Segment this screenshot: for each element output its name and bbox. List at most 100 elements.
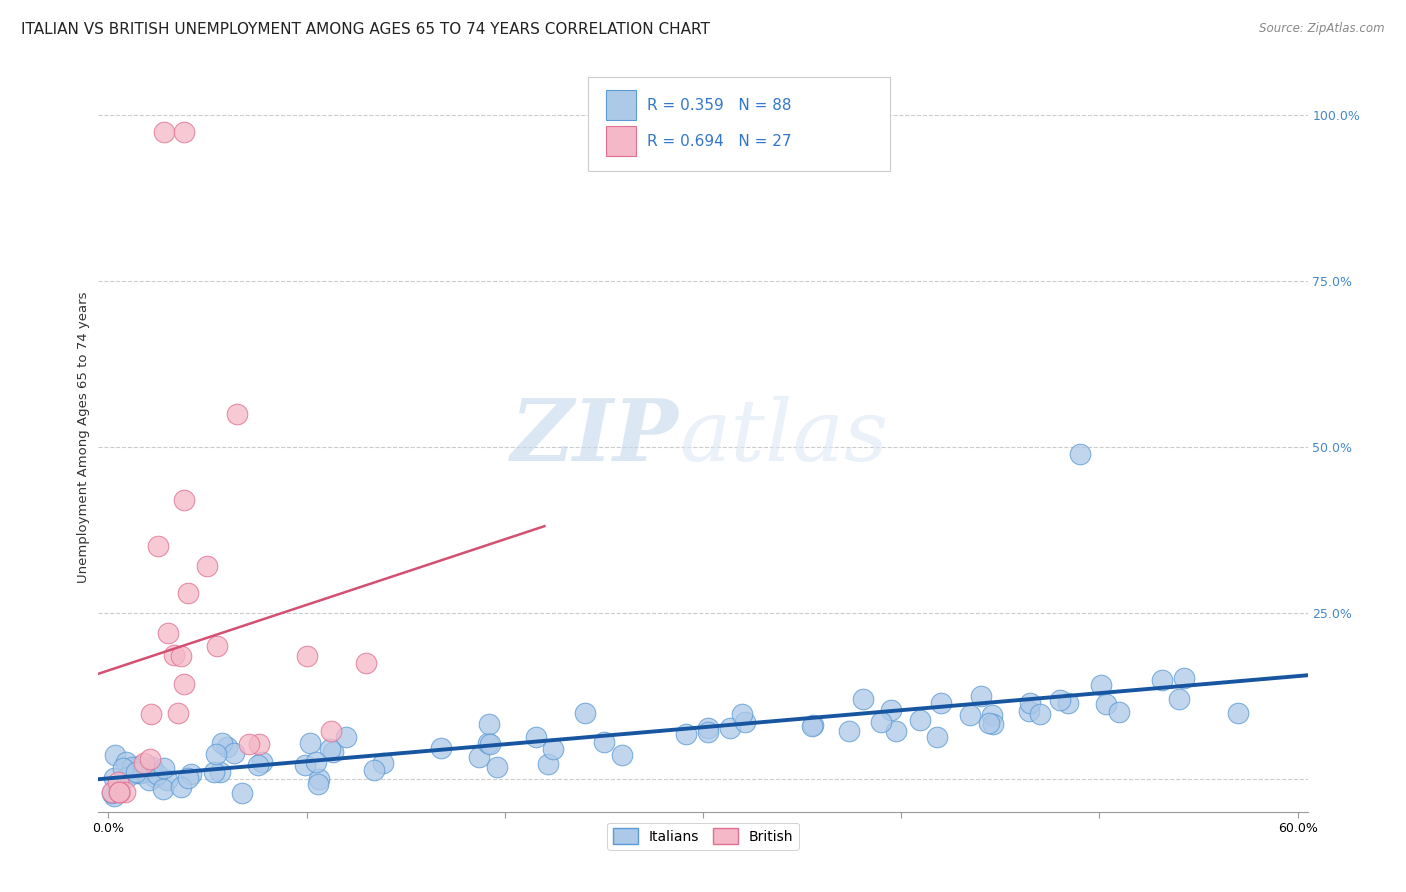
Point (468, 750, 491, 764)
Text: atlas: atlas (679, 396, 889, 478)
Point (1018, 704, 1040, 718)
Point (1152, 673, 1174, 687)
Point (1049, 693, 1071, 707)
Point (308, 772, 330, 787)
Point (929, 696, 952, 710)
Point (170, 649, 193, 664)
Text: R = 0.694   N = 27: R = 0.694 N = 27 (647, 134, 792, 149)
Point (294, 757, 316, 772)
Point (1029, 706, 1052, 721)
Point (801, 717, 824, 731)
Point (696, 721, 718, 735)
Point (153, 125, 176, 139)
Point (477, 736, 499, 750)
Text: ITALIAN VS BRITISH UNEMPLOYMENT AMONG AGES 65 TO 74 YEARS CORRELATION CHART: ITALIAN VS BRITISH UNEMPLOYMENT AMONG AG… (21, 22, 710, 37)
Point (103, 789, 125, 803)
Point (107, 785, 129, 799)
Point (128, 766, 150, 780)
Point (100, 786, 122, 800)
Point (801, 719, 824, 733)
Point (152, 781, 174, 796)
Text: Source: ZipAtlas.com: Source: ZipAtlas.com (1260, 22, 1385, 36)
FancyBboxPatch shape (606, 90, 637, 120)
Point (335, 730, 357, 744)
Point (307, 777, 329, 791)
Point (125, 764, 148, 779)
Point (1019, 697, 1042, 711)
Point (247, 737, 270, 751)
Point (430, 740, 453, 755)
Point (696, 725, 718, 739)
Point (675, 727, 697, 741)
Point (1069, 447, 1091, 461)
Point (139, 752, 162, 766)
Point (373, 756, 395, 770)
Point (101, 785, 124, 799)
Point (114, 755, 136, 769)
Point (173, 493, 195, 508)
Point (128, 759, 150, 773)
Point (959, 708, 981, 723)
Point (479, 737, 502, 751)
Point (718, 721, 741, 735)
Point (103, 771, 125, 785)
Point (162, 648, 184, 662)
Point (1227, 706, 1250, 721)
Point (537, 757, 560, 772)
Point (107, 774, 129, 789)
Point (880, 703, 903, 717)
Point (124, 765, 146, 780)
Point (226, 407, 249, 421)
Text: ZIP: ZIP (510, 395, 679, 479)
Point (983, 717, 1005, 731)
Point (141, 707, 163, 722)
Point (593, 735, 616, 749)
Point (107, 785, 129, 799)
Point (246, 757, 269, 772)
Point (205, 747, 228, 762)
Point (612, 747, 634, 762)
Point (111, 761, 134, 775)
Point (884, 724, 907, 739)
Point (129, 765, 152, 780)
Point (217, 739, 239, 754)
Point (141, 760, 163, 774)
Point (852, 692, 875, 706)
Point (104, 747, 127, 762)
Point (478, 717, 501, 731)
Point (121, 760, 143, 774)
Point (319, 742, 342, 756)
Point (177, 771, 200, 785)
Point (250, 755, 273, 769)
Point (224, 747, 246, 761)
FancyBboxPatch shape (588, 78, 890, 171)
Point (170, 780, 193, 795)
Point (1090, 678, 1112, 692)
Point (524, 730, 547, 744)
Point (167, 706, 190, 721)
Point (321, 724, 343, 739)
Point (980, 707, 1002, 722)
Point (979, 715, 1001, 730)
Legend: Italians, British: Italians, British (607, 822, 799, 850)
Point (574, 706, 596, 721)
Point (485, 760, 508, 774)
Point (146, 540, 169, 554)
Point (145, 766, 167, 780)
Point (138, 772, 160, 787)
Point (295, 648, 318, 663)
Point (153, 761, 176, 775)
Text: R = 0.359   N = 88: R = 0.359 N = 88 (647, 97, 792, 112)
Point (143, 770, 166, 784)
Point (1056, 697, 1078, 711)
Point (180, 767, 202, 781)
Point (173, 125, 195, 139)
Point (1173, 671, 1195, 685)
Point (322, 745, 344, 759)
FancyBboxPatch shape (606, 126, 637, 156)
Point (238, 737, 260, 751)
Point (211, 736, 233, 750)
Point (208, 764, 231, 779)
Point (1167, 691, 1189, 706)
Point (305, 755, 328, 769)
